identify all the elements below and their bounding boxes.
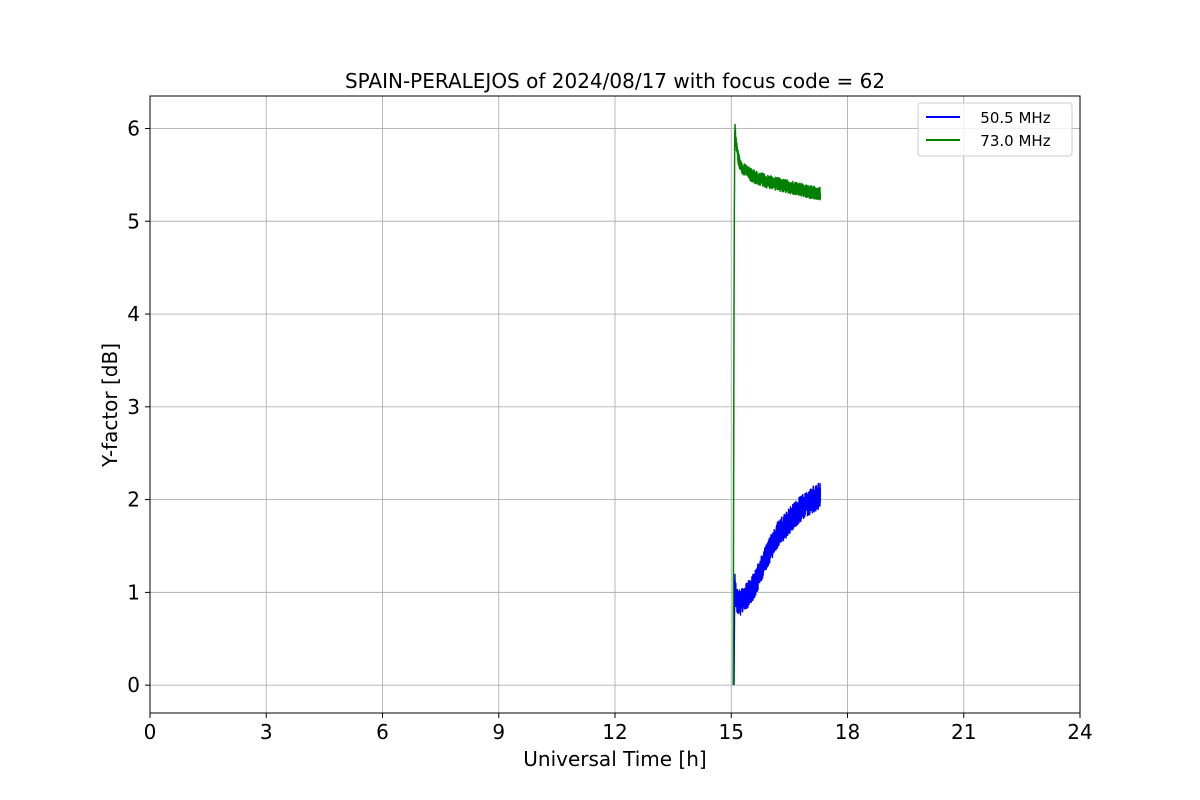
x-axis-label: Universal Time [h] xyxy=(523,747,706,771)
x-tick-label: 0 xyxy=(144,720,157,744)
y-tick-label: 5 xyxy=(127,209,140,233)
x-tick-label: 18 xyxy=(835,720,860,744)
x-tick-label: 6 xyxy=(376,720,389,744)
y-tick-label: 0 xyxy=(127,673,140,697)
x-tick-label: 3 xyxy=(260,720,273,744)
x-tick-label: 24 xyxy=(1067,720,1092,744)
legend-label-series-1: 50.5 MHz xyxy=(966,109,1051,127)
x-tick-label: 21 xyxy=(951,720,976,744)
legend: 50.5 MHz 73.0 MHz xyxy=(917,102,1073,157)
series-line-1 xyxy=(733,482,822,686)
y-tick-label: 1 xyxy=(127,580,140,604)
y-tick-label: 2 xyxy=(127,488,140,512)
series-line-2 xyxy=(732,123,822,686)
y-tick-label: 6 xyxy=(127,116,140,140)
legend-label-series-2: 73.0 MHz xyxy=(966,132,1051,150)
y-tick-label: 3 xyxy=(127,395,140,419)
grid xyxy=(149,96,1081,713)
x-tick-label: 9 xyxy=(492,720,505,744)
x-tick-label: 15 xyxy=(719,720,744,744)
y-axis-label: Y-factor [dB] xyxy=(98,343,122,468)
series-layer xyxy=(732,123,822,686)
chart-title: SPAIN-PERALEJOS of 2024/08/17 with focus… xyxy=(345,69,885,93)
y-tick-label: 4 xyxy=(127,302,140,326)
x-tick-label: 12 xyxy=(602,720,627,744)
